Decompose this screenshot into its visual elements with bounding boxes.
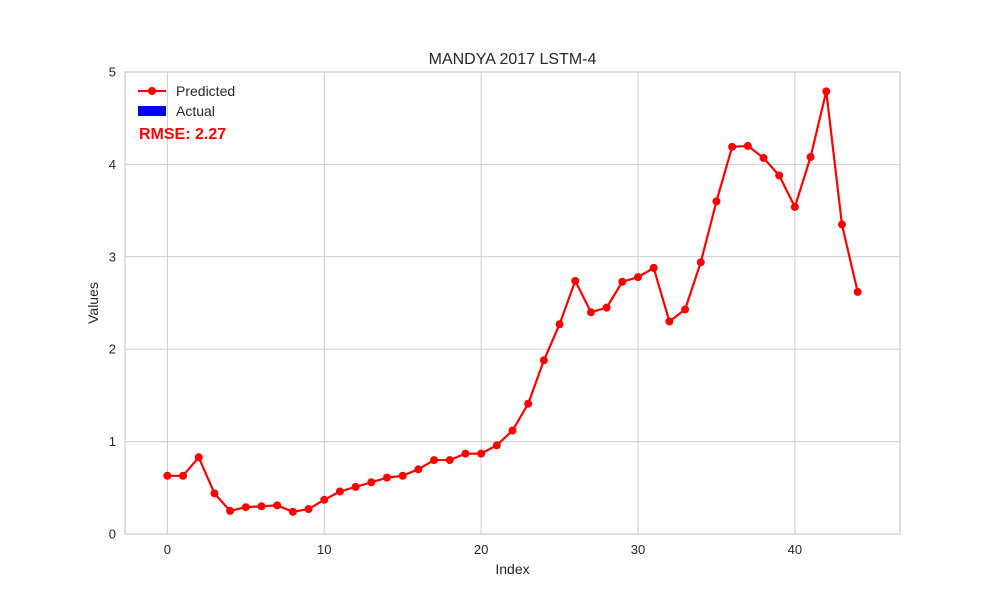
- data-point: [335, 487, 344, 496]
- data-point: [304, 505, 313, 514]
- x-tick-label: 10: [317, 542, 331, 557]
- data-point: [728, 142, 737, 151]
- data-point: [822, 87, 831, 96]
- chart-title: MANDYA 2017 LSTM-4: [429, 51, 597, 68]
- legend-actual-patch: [138, 106, 166, 116]
- legend: Predicted Actual: [138, 83, 235, 119]
- legend-predicted-marker: [148, 87, 156, 95]
- data-point: [226, 506, 235, 515]
- data-point: [618, 277, 627, 286]
- data-point: [288, 507, 297, 516]
- series-layer: [163, 87, 862, 516]
- data-point: [367, 478, 376, 487]
- y-axis-label: Values: [85, 282, 101, 324]
- data-point: [790, 202, 799, 211]
- data-point: [649, 263, 658, 272]
- data-point: [179, 471, 188, 480]
- data-point: [382, 473, 391, 482]
- data-point: [665, 317, 674, 326]
- data-point: [712, 197, 721, 206]
- data-point: [430, 456, 439, 465]
- legend-actual-label: Actual: [176, 103, 215, 119]
- plot-area: [125, 72, 900, 534]
- data-point: [586, 308, 595, 317]
- x-tick-label: 30: [631, 542, 645, 557]
- data-point: [759, 153, 768, 162]
- data-point: [163, 471, 172, 480]
- legend-predicted-label: Predicted: [176, 83, 235, 99]
- data-point: [210, 489, 219, 498]
- y-tick-label: 3: [109, 249, 116, 264]
- data-point: [634, 273, 643, 282]
- x-tick-label: 20: [474, 542, 488, 557]
- y-tick-label: 2: [109, 342, 116, 357]
- data-point: [853, 287, 862, 296]
- data-point: [743, 141, 752, 150]
- y-tick-label: 4: [109, 157, 116, 172]
- plot-frame: [124, 71, 901, 535]
- data-point: [194, 453, 203, 462]
- y-tick-labels: 0 1 2 3 4 5: [109, 65, 116, 542]
- data-point: [445, 456, 454, 465]
- data-point: [273, 501, 282, 510]
- x-axis-label: Index: [495, 561, 529, 577]
- data-point: [837, 220, 846, 229]
- data-point: [539, 356, 548, 365]
- data-point: [257, 502, 266, 511]
- data-point: [681, 305, 690, 314]
- data-point: [398, 471, 407, 480]
- data-point: [571, 276, 580, 285]
- y-tick-label: 5: [109, 65, 116, 80]
- data-point: [414, 465, 423, 474]
- x-tick-label: 40: [788, 542, 802, 557]
- x-tick-labels: 0 10 20 30 40: [164, 542, 802, 557]
- data-point: [555, 320, 564, 329]
- data-point: [320, 495, 329, 504]
- data-point: [508, 426, 517, 435]
- x-tick-label: 0: [164, 542, 171, 557]
- data-point: [524, 399, 533, 408]
- rmse-annotation: RMSE: 2.27: [139, 126, 226, 143]
- data-point: [351, 482, 360, 491]
- data-point: [806, 153, 815, 162]
- data-point: [477, 449, 486, 458]
- y-tick-label: 0: [109, 527, 116, 542]
- y-tick-label: 1: [109, 434, 116, 449]
- data-point: [775, 171, 784, 180]
- data-point: [492, 441, 501, 450]
- data-point: [602, 303, 611, 312]
- data-point: [461, 449, 470, 458]
- data-point: [696, 258, 705, 267]
- data-point: [241, 503, 250, 512]
